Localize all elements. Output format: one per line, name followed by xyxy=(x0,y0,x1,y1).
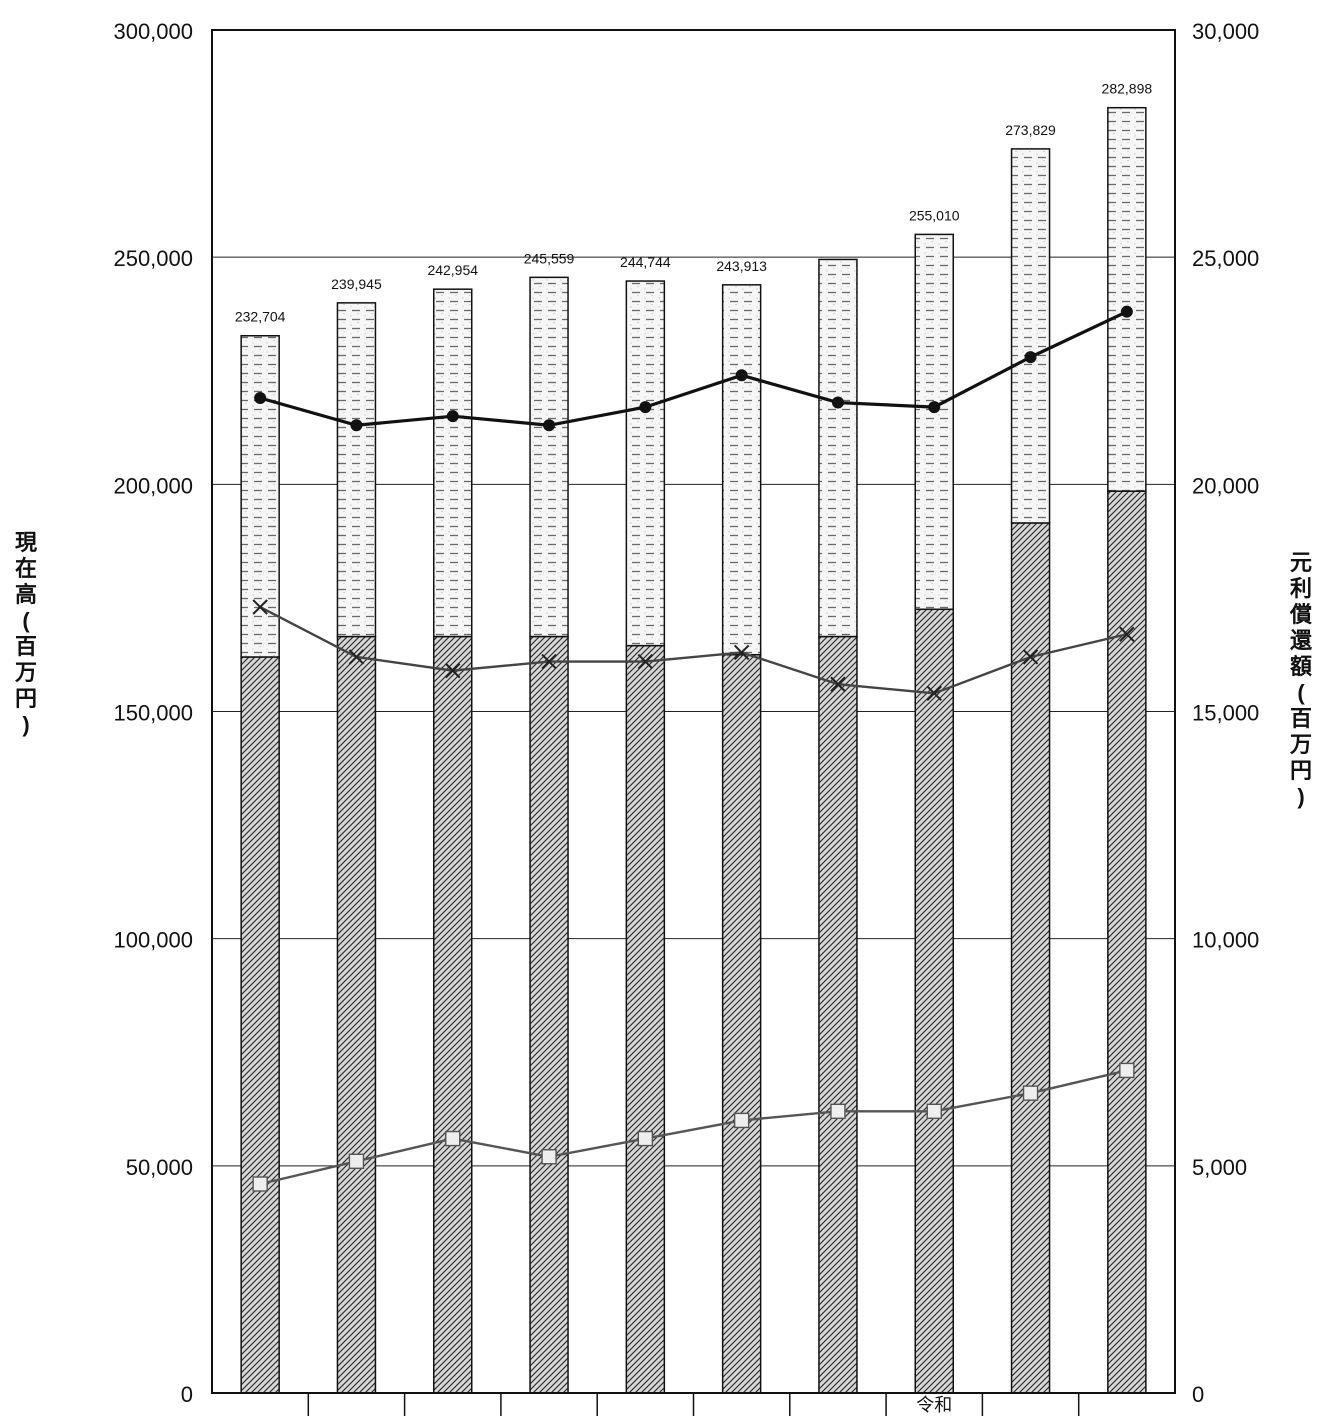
bar-total-label: 255,010 xyxy=(909,207,960,223)
category-label: 令和 xyxy=(916,1395,952,1415)
bar-total-label: 244,744 xyxy=(620,254,671,270)
right-axis-tick-label: 25,000 xyxy=(1192,246,1259,271)
line-point-square xyxy=(1022,1085,1039,1101)
bar-total-label: 242,954 xyxy=(427,262,478,278)
line-point-square xyxy=(1119,1062,1135,1079)
line-point-dot xyxy=(735,369,748,382)
bars xyxy=(240,106,1147,1394)
right-axis-tick-label: 5,000 xyxy=(1192,1155,1247,1180)
line-point-square xyxy=(637,1130,654,1147)
line-point-square xyxy=(541,1149,557,1165)
line-point-cross xyxy=(252,599,268,615)
line-point-cross xyxy=(541,653,557,670)
bar-upper-segment xyxy=(433,288,473,638)
series-line-line-cross xyxy=(259,605,1128,695)
bar-lower-segment xyxy=(818,635,858,1394)
bar-upper-segment xyxy=(818,258,858,638)
line-point-cross xyxy=(830,676,846,692)
bar-lower-segment xyxy=(1107,490,1147,1394)
left-axis-tick-label: 150,000 xyxy=(113,701,193,726)
line-point-dot xyxy=(928,401,941,414)
bar-lower-segment xyxy=(336,635,377,1394)
bar-value-labels: 232,704 239,945 242,954 245,559 244,744 243,9… xyxy=(235,81,1153,325)
line-point-dot xyxy=(446,410,459,423)
line-point-dot xyxy=(831,396,844,409)
bar-upper-segment xyxy=(1107,106,1147,492)
bar-total-label: 232,704 xyxy=(235,309,286,325)
bar-total-label: 243,913 xyxy=(716,258,767,274)
line-point-square xyxy=(733,1112,750,1129)
right-axis-tick-label: 15,000 xyxy=(1192,701,1259,726)
left-axis-tick-label: 200,000 xyxy=(113,473,193,498)
right-axis-tick-label: 0 xyxy=(1192,1382,1204,1407)
right-axis-title: 元利償還額(百万円) xyxy=(1289,550,1313,809)
line-point-square xyxy=(926,1103,942,1120)
line-point-square xyxy=(830,1103,846,1120)
line-point-dot xyxy=(543,419,556,432)
line-point-cross xyxy=(348,649,365,665)
line-point-square xyxy=(445,1130,461,1147)
right-axis-tick-label: 10,000 xyxy=(1192,928,1259,953)
left-axis-tick-label: 100,000 xyxy=(113,928,193,953)
series-line-line-dot xyxy=(259,310,1128,427)
bar-upper-segment xyxy=(529,276,569,638)
bar-upper-segment xyxy=(625,280,666,647)
bar-upper-segment xyxy=(1010,148,1051,524)
line-point-cross xyxy=(445,662,461,679)
right-axis-tick-label: 30,000 xyxy=(1192,19,1259,44)
bar-upper-segment xyxy=(336,302,377,638)
line-point-cross xyxy=(733,644,750,661)
right-axis-tick-label: 20,000 xyxy=(1192,473,1259,498)
line-point-dot xyxy=(350,419,363,432)
series-line-line-square xyxy=(259,1069,1128,1186)
left-axis-title: 現在高(百万円) xyxy=(14,530,37,737)
bar-lower-segment xyxy=(529,635,569,1394)
bar-total-label: 245,559 xyxy=(524,250,575,266)
bar-upper-segment xyxy=(914,233,954,611)
left-axis-tick-label: 50,000 xyxy=(126,1155,193,1180)
bar-lower-segment xyxy=(433,635,473,1394)
left-axis-tick-label: 300,000 xyxy=(113,19,193,44)
bar-total-label: 273,829 xyxy=(1005,122,1056,138)
line-point-dot xyxy=(639,401,652,414)
line-point-dot xyxy=(1120,305,1133,318)
line-point-square xyxy=(348,1153,365,1169)
bar-upper-segment xyxy=(240,334,280,658)
lines xyxy=(252,305,1135,1192)
bar-lower-segment xyxy=(240,656,280,1394)
line-point-cross xyxy=(1022,649,1039,665)
left-axis-tick-label: 0 xyxy=(181,1382,193,1407)
line-point-cross xyxy=(1119,626,1135,642)
bar-total-label: 282,898 xyxy=(1102,81,1153,97)
bar-upper-segment xyxy=(721,284,762,656)
line-point-cross xyxy=(926,685,942,702)
line-point-dot xyxy=(254,392,267,405)
bar-lower-segment xyxy=(625,644,666,1394)
left-axis-tick-label: 250,000 xyxy=(113,246,193,271)
bar-total-label: 239,945 xyxy=(331,276,382,292)
line-point-cross xyxy=(637,653,654,670)
line-point-dot xyxy=(1024,351,1037,364)
bar-lower-segment xyxy=(721,653,762,1394)
line-point-square xyxy=(252,1176,268,1192)
axes: 0 50,000 100,000 150,000 200,000 250,000 300,0… xyxy=(14,19,1313,1416)
bar-lower-segment xyxy=(914,608,954,1394)
